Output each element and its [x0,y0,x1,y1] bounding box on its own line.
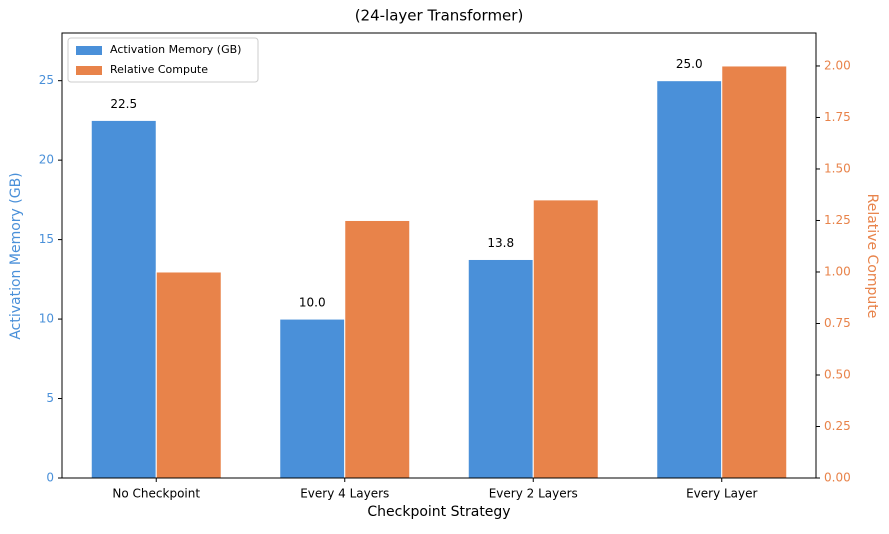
y2-tick-label: 0.25 [824,419,851,433]
y2-tick-label: 1.50 [824,161,851,175]
x-axis-label: Checkpoint Strategy [367,504,510,520]
y2-tick-label: 2.00 [824,58,851,72]
y2-tick-label: 1.75 [824,110,851,124]
value-label: 10.0 [299,296,326,310]
legend-box [67,37,259,83]
x-tick-label: Every Layer [686,487,757,501]
bar [467,258,534,479]
y2-tick-label: 1.00 [824,264,851,278]
y2-tick-label: 0.00 [824,471,851,485]
axes-frame [61,32,817,479]
bar [344,219,411,479]
legend-label: Activation Memory (GB) [110,43,241,56]
bar [279,318,346,479]
legend-label: Relative Compute [110,63,208,76]
x-tick-label: Every 4 Layers [300,487,389,501]
y2-axis-label: Relative Compute [864,194,880,319]
legend-swatch [76,66,102,75]
x-tick-label: No Checkpoint [112,487,200,501]
x-tick-label: Every 2 Layers [489,487,578,501]
y-axis-label: Activation Memory (GB) [8,172,24,339]
value-label: 13.8 [487,236,514,250]
y-tick-label: 20 [39,153,54,167]
y-tick-label: 0 [46,471,54,485]
y2-tick-label: 1.25 [824,213,851,227]
y2-tick-label: 0.75 [824,316,851,330]
bar [721,65,788,479]
value-label: 25.0 [676,57,703,71]
value-label: 22.5 [110,97,137,111]
y-tick-label: 5 [46,391,54,405]
bar [90,119,157,479]
chart-title: (24-layer Transformer) [355,7,524,25]
y-tick-label: 25 [39,73,54,87]
bar [656,80,723,479]
bar [532,199,599,479]
legend-swatch [76,46,102,55]
y2-tick-label: 0.50 [824,367,851,381]
y-tick-label: 15 [39,232,54,246]
bar [155,271,222,479]
y-tick-label: 10 [39,312,54,326]
